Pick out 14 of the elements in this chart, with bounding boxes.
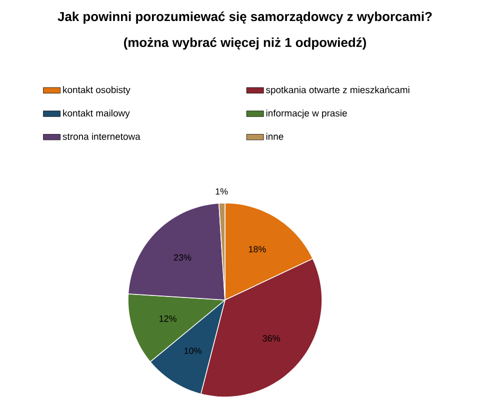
data-label: 1% (216, 188, 228, 195)
data-label: 18% (248, 246, 266, 252)
data-label: 10% (184, 348, 202, 354)
legend-label: kontakt osobisty (63, 86, 130, 96)
legend-label: strona internetowa (62, 132, 140, 140)
legend-label: kontakt mailowy (63, 110, 130, 118)
data-label: 12% (160, 315, 176, 322)
chart-title: Jak powinni porozumiewać się samorządowcy z wyborcami? (58, 12, 432, 24)
legend-label: inne (266, 132, 284, 140)
data-label: 36% (262, 335, 280, 342)
legend-label: spotkania otwarte z mieszkańcami (266, 86, 410, 96)
data-label: 23% (174, 254, 192, 261)
chart-subtitle: (można wybrać więcej niż 1 odpowiedź) (124, 37, 366, 50)
legend-label: informacje w prasie (266, 110, 347, 118)
